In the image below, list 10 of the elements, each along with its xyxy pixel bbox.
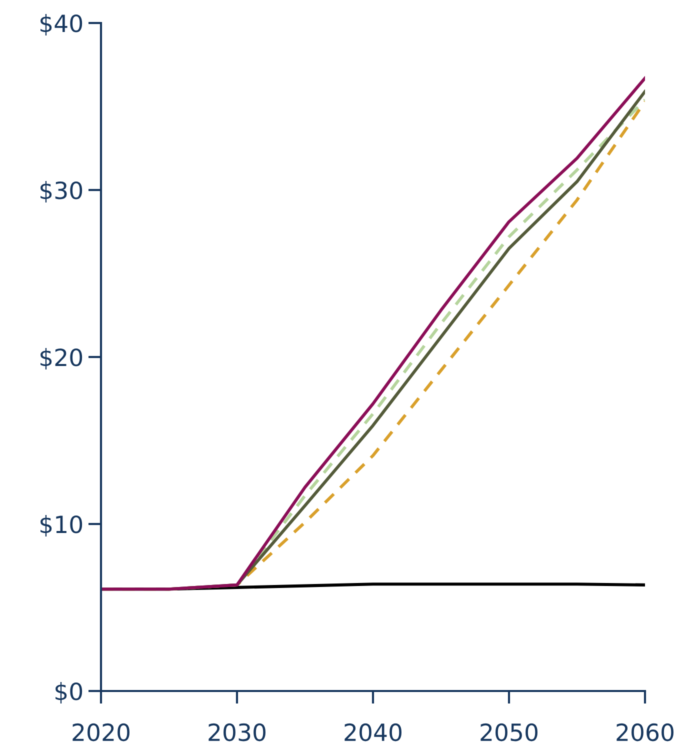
x-tick-label: 2020 (72, 723, 130, 742)
y-tick-label: $10 (40, 515, 82, 536)
y-tick-label: $40 (40, 14, 82, 36)
x-tick-label: 2050 (480, 723, 538, 742)
y-tick-label: $0 (56, 682, 82, 704)
x-tick-label: 2030 (208, 723, 266, 742)
x-tick-label: 2060 (616, 723, 674, 742)
x-tick-label: 2040 (344, 723, 402, 742)
y-tick-label: $30 (40, 181, 82, 202)
y-tick-label: $20 (40, 348, 82, 370)
